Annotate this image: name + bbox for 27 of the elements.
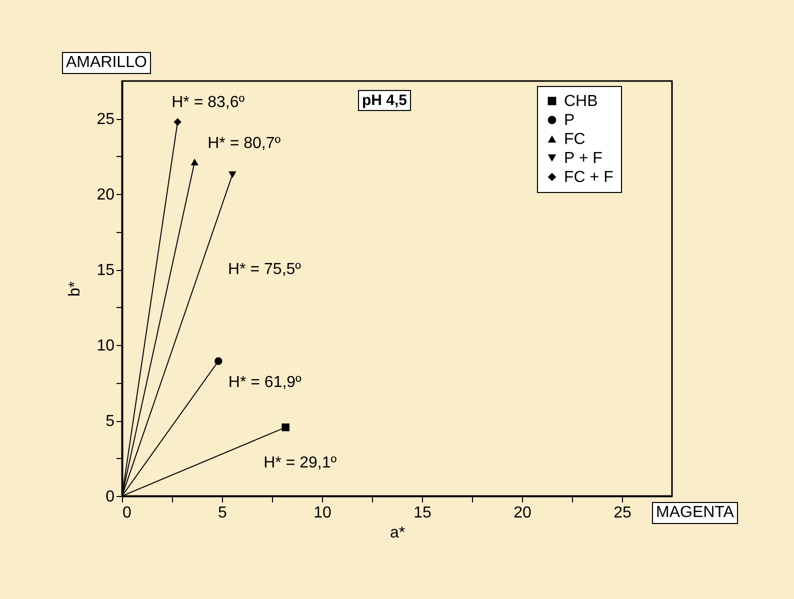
- y-tick-label: 25: [96, 111, 115, 128]
- annotation: H* = 75,5º: [228, 260, 301, 280]
- y-tick-label: 15: [96, 262, 115, 280]
- x-tick-label: 0: [122, 504, 132, 522]
- text: pH 4,5: [358, 90, 412, 111]
- legend-label: P + F: [564, 150, 603, 167]
- x-tick-label: 15: [414, 504, 432, 522]
- legend-label: CHB: [564, 93, 598, 110]
- y-axis-title: b*: [66, 281, 84, 297]
- y-tick-label: 5: [106, 413, 115, 430]
- y-tick-label: 20: [96, 186, 115, 204]
- annotation: H* = 61,9º: [228, 374, 302, 392]
- x-tick-label: 5: [218, 504, 228, 522]
- annotation: H* = 83,6º: [172, 94, 245, 112]
- legend-label: FC + F: [564, 169, 614, 186]
- x-tick-label: 20: [514, 504, 532, 522]
- x-tick-label: 25: [614, 504, 632, 522]
- x-axis-title: a*: [390, 524, 406, 542]
- legend-label: FC: [564, 131, 586, 148]
- y-tick-label: 10: [96, 338, 115, 355]
- text: AMARILLO: [62, 52, 151, 74]
- annotation: H* = 80,7º: [208, 135, 281, 152]
- x-tick-label: 10: [314, 504, 332, 522]
- y-tick-label: 0: [106, 488, 115, 506]
- text: MAGENTA: [652, 502, 738, 524]
- annotation: H* = 29,1º: [264, 454, 337, 472]
- legend-label: P: [564, 112, 575, 129]
